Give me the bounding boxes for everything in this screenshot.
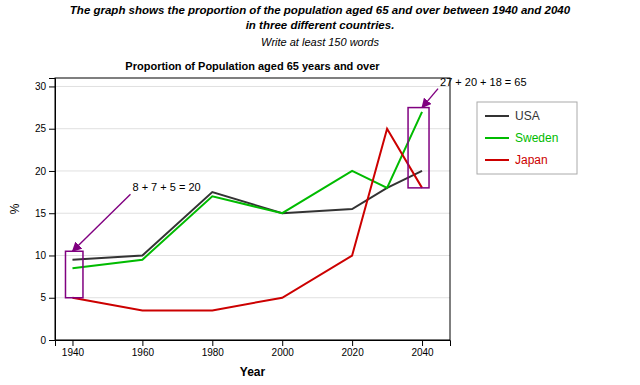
x-tick: 1960: [132, 340, 155, 358]
grid-line: [55, 213, 450, 214]
x-tick-mark: [282, 340, 283, 346]
chart-title: Proportion of Population aged 65 years a…: [125, 60, 380, 72]
legend-label: USA: [515, 109, 540, 123]
grid-line: [55, 255, 450, 256]
plot-frame: [55, 78, 450, 340]
x-tick: 2020: [341, 340, 364, 358]
x-tick-label: 2000: [272, 347, 295, 358]
x-tick: 1940: [62, 340, 85, 358]
x-tick-mark: [422, 340, 423, 346]
y-tick: 30: [35, 81, 55, 92]
x-tick-mark: [212, 340, 213, 346]
x-tick: 1980: [202, 340, 225, 358]
y-tick-label: 5: [40, 292, 46, 303]
y-tick-mark: [49, 86, 55, 87]
y-tick-label: 25: [35, 123, 47, 134]
legend-label: Japan: [515, 153, 548, 167]
y-tick: 25: [35, 123, 55, 134]
y-tick: 10: [35, 250, 55, 261]
lines: [72, 112, 422, 311]
x-tick-label: 1940: [62, 347, 85, 358]
legend-label: Sweden: [515, 131, 558, 145]
annotation-arrow: [72, 194, 130, 251]
x-axis: 1940 1960 1980 2000 2020 2040: [56, 340, 451, 358]
x-axis-line: [56, 341, 451, 347]
y-tick-label: 0: [40, 335, 46, 346]
x-tick-mark: [352, 340, 353, 346]
y-tick-label: 10: [35, 250, 47, 261]
x-tick-label: 2040: [411, 347, 434, 358]
y-tick-mark: [49, 213, 55, 214]
legend-frame: [477, 102, 577, 174]
grid-line: [55, 86, 450, 87]
x-tick: 2040: [411, 340, 434, 358]
annotation-text: 27 + 20 + 18 = 65: [440, 76, 527, 88]
x-tick-label: 1960: [132, 347, 155, 358]
chart: The graph shows the proportion of the po…: [0, 0, 640, 385]
x-tick: 2000: [272, 340, 295, 358]
y-tick: 5: [40, 292, 55, 303]
x-tick-label: 1980: [202, 347, 225, 358]
y-axis-title: %: [8, 203, 22, 214]
y-tick-mark: [49, 255, 55, 256]
header: in three different countries.: [246, 19, 395, 31]
annotations: 8 + 7 + 5 = 20 27 + 20 + 18 = 65: [65, 76, 526, 298]
annotation-text: 8 + 7 + 5 = 20: [132, 181, 200, 193]
y-tick-mark: [49, 129, 55, 130]
y-axis: 0 5 10 15 20 25 30: [35, 79, 56, 346]
annotation-box: [408, 108, 429, 188]
y-tick-mark: [49, 340, 55, 341]
legend-item: Sweden: [485, 131, 558, 145]
grid-line: [55, 297, 450, 298]
plot: 1940 1960 1980 2000 2020 2040 0 5 10 15 20 25 30 8 + …: [8, 60, 577, 379]
legend-swatch: [485, 137, 509, 139]
annotation-box: [65, 251, 82, 297]
grid-line: [55, 170, 450, 171]
x-tick-mark: [142, 340, 143, 346]
x-axis-title: Year: [240, 365, 266, 379]
y-tick: 15: [35, 208, 55, 219]
subtitle: Write at least 150 words: [261, 36, 379, 48]
annotation-arrow: [422, 89, 438, 108]
header: The graph shows the proportion of the po…: [70, 4, 571, 16]
series-line: [72, 171, 422, 260]
legend-item: Japan: [485, 153, 548, 167]
y-tick-label: 15: [35, 208, 47, 219]
legend-swatch: [485, 159, 509, 161]
grid-line: [55, 128, 450, 129]
y-tick-label: 30: [35, 81, 47, 92]
y-tick: 0: [40, 335, 55, 346]
legend-swatch: [485, 115, 509, 117]
grid: [55, 86, 450, 340]
y-tick-mark: [49, 298, 55, 299]
y-tick-mark: [49, 171, 55, 172]
legend-item: USA: [485, 109, 540, 123]
legend: USA Sweden Japan: [477, 102, 577, 174]
y-tick: 20: [35, 166, 55, 177]
y-tick-label: 20: [35, 166, 47, 177]
x-tick-mark: [72, 340, 73, 346]
x-tick-label: 2020: [341, 347, 364, 358]
series-line: [72, 129, 422, 311]
